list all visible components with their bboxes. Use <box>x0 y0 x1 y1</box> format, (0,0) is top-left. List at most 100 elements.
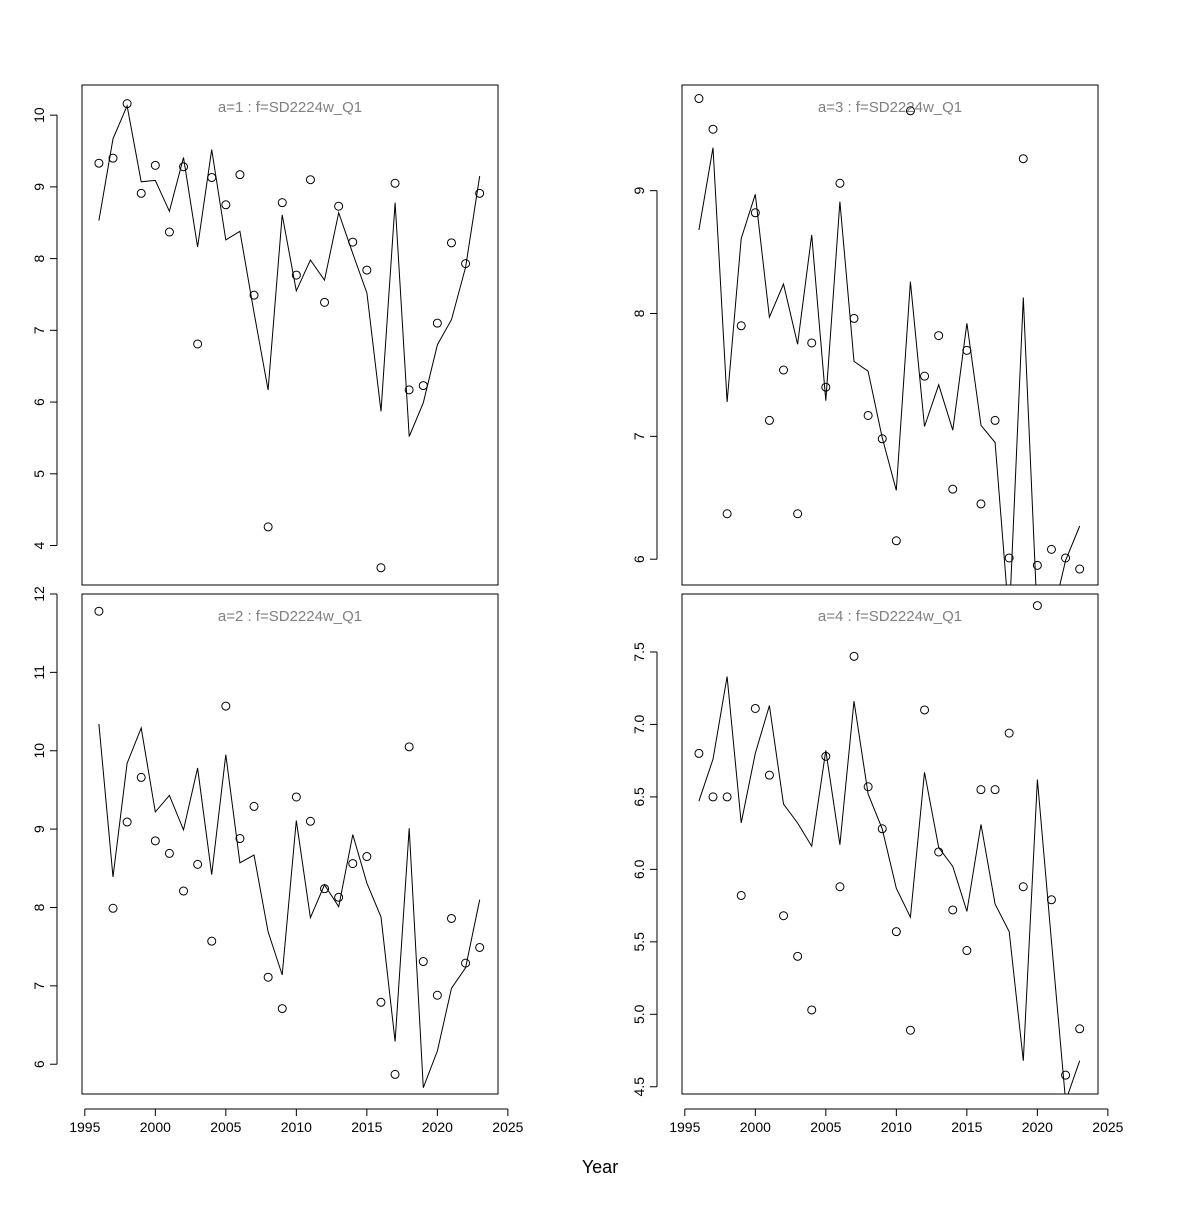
plot-frame <box>81 593 499 1095</box>
observed-point <box>362 852 372 862</box>
observed-point <box>277 1004 287 1014</box>
observed-point <box>708 124 718 134</box>
observed-point <box>320 297 330 307</box>
observed-point <box>1018 154 1028 164</box>
observed-point <box>1046 544 1056 554</box>
y-tick-label: 5.0 <box>631 1004 647 1024</box>
x-tick-label: 1995 <box>69 1119 100 1135</box>
observed-point <box>877 434 887 444</box>
y-tick-label: 10 <box>31 107 47 123</box>
observed-point <box>249 801 259 811</box>
plot-frame <box>81 84 499 586</box>
observed-point <box>779 365 789 375</box>
observed-point <box>291 270 301 280</box>
series-layer <box>94 99 485 573</box>
observed-point <box>390 1069 400 1079</box>
observed-point <box>1061 1070 1071 1080</box>
observed-point <box>1004 553 1014 563</box>
x-tick-label: 1995 <box>669 1119 700 1135</box>
observed-point <box>207 173 217 183</box>
observed-point <box>193 339 203 349</box>
observed-point <box>934 847 944 857</box>
observed-point <box>764 770 774 780</box>
observed-point <box>136 188 146 198</box>
y-tick-label: 9 <box>31 825 47 833</box>
panel-bottom-right: a=4 : f=SD2224w_Q1 4.5 5.0 5.5 6.0 6.5 7.0 7.5 1… <box>631 593 1124 1135</box>
fitted-line <box>98 724 481 1088</box>
x-tick-label: 2005 <box>210 1119 241 1135</box>
observed-point <box>722 509 732 519</box>
observed-point <box>976 499 986 509</box>
y-tick-label: 9 <box>31 183 47 191</box>
observed-point <box>376 997 386 1007</box>
observed-point <box>348 859 358 869</box>
y-tick-label: 8 <box>631 309 647 317</box>
observed-point <box>779 911 789 921</box>
observed-point <box>793 509 803 519</box>
x-tick-label: 2020 <box>422 1119 453 1135</box>
observed-point <box>418 957 428 967</box>
observed-point <box>179 162 189 172</box>
observed-point <box>1032 601 1042 611</box>
panel-title: a=2 : f=SD2224w_Q1 <box>218 608 362 625</box>
y-tick-label: 11 <box>31 665 47 680</box>
observed-point <box>920 371 930 381</box>
x-tick-label: 2015 <box>351 1119 382 1135</box>
observed-point <box>849 313 859 323</box>
observed-point <box>446 913 456 923</box>
observed-point <box>1018 882 1028 892</box>
observed-point <box>905 1025 915 1035</box>
x-tick-label: 2010 <box>281 1119 312 1135</box>
observed-point <box>793 951 803 961</box>
observed-point <box>990 415 1000 425</box>
x-tick-label: 2020 <box>1022 1119 1053 1135</box>
series-layer <box>94 606 485 1088</box>
observed-point <box>976 785 986 795</box>
panels: a=1 : f=SD2224w_Q1 4 5 6 7 8 9 10 a=3 : f=SD2224… <box>31 84 1124 1135</box>
observed-point <box>179 886 189 896</box>
y-tick-label: 12 <box>31 586 47 602</box>
panel-top-right: a=3 : f=SD2224w_Q1 6 7 8 9 <box>631 84 1099 586</box>
observed-point <box>807 1005 817 1015</box>
x-tick-label: 2005 <box>810 1119 841 1135</box>
observed-point <box>708 792 718 802</box>
observed-point <box>807 338 817 348</box>
y-tick-label: 7.5 <box>631 642 647 662</box>
x-tick-label: 2025 <box>492 1119 523 1135</box>
fitted-line <box>698 676 1081 1094</box>
observed-point <box>235 834 245 844</box>
y-tick-label: 4 <box>31 541 47 549</box>
y-tick-label: 6.0 <box>631 859 647 879</box>
observed-point <box>446 238 456 248</box>
panel-top-left: a=1 : f=SD2224w_Q1 4 5 6 7 8 9 10 <box>31 84 499 586</box>
observed-point <box>136 772 146 782</box>
observed-point <box>877 824 887 834</box>
observed-point <box>432 990 442 1000</box>
observed-point <box>1004 728 1014 738</box>
panel-title: a=1 : f=SD2224w_Q1 <box>218 99 362 116</box>
observed-point <box>277 198 287 208</box>
observed-point <box>694 94 704 104</box>
observed-point <box>934 331 944 341</box>
observed-point <box>475 942 485 952</box>
observed-point <box>348 237 358 247</box>
observed-point <box>150 836 160 846</box>
observed-point <box>164 227 174 237</box>
y-tick-label: 6 <box>631 555 647 563</box>
observed-point <box>291 792 301 802</box>
observed-point <box>694 748 704 758</box>
y-tick-label: 5.5 <box>631 932 647 952</box>
y-tick-label: 7 <box>31 326 47 334</box>
observed-point <box>235 170 245 180</box>
y-tick-label: 5 <box>31 470 47 478</box>
observed-point <box>221 701 231 711</box>
y-tick-label: 7 <box>31 982 47 990</box>
y-tick-label: 7.0 <box>631 714 647 734</box>
observed-point <box>863 782 873 792</box>
observed-point <box>736 890 746 900</box>
observed-point <box>94 158 104 168</box>
y-tick-label: 6.5 <box>631 787 647 807</box>
observed-point <box>962 946 972 956</box>
observed-point <box>320 884 330 894</box>
observed-point <box>164 848 174 858</box>
